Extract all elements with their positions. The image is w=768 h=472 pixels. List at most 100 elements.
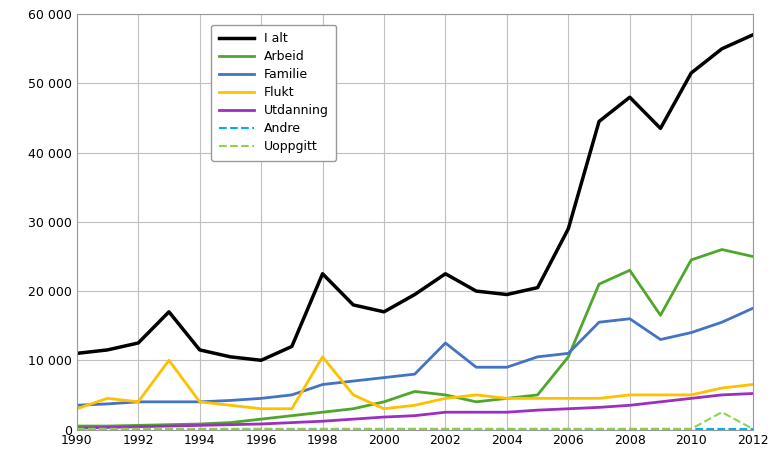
Flukt (226, 403, 235, 408)
Arbeid (226, 420, 235, 425)
I alt (656, 126, 665, 131)
Familie (226, 397, 235, 403)
Andre (318, 426, 327, 432)
Uoppgitt (625, 426, 634, 432)
Flukt (72, 406, 81, 412)
Uoppgitt (410, 426, 419, 432)
Utdanning (349, 416, 358, 422)
Utdanning (533, 407, 542, 413)
Uoppgitt (656, 426, 665, 432)
Familie (287, 392, 296, 398)
Familie (533, 354, 542, 360)
Familie (564, 351, 573, 356)
I alt (318, 271, 327, 277)
Utdanning (656, 399, 665, 405)
Uoppgitt (257, 426, 266, 432)
Andre (441, 426, 450, 432)
Flukt (195, 399, 204, 405)
Uoppgitt (195, 426, 204, 432)
Andre (287, 426, 296, 432)
Uoppgitt (502, 426, 511, 432)
Arbeid (594, 281, 604, 287)
Uoppgitt (103, 426, 112, 432)
Andre (134, 426, 143, 432)
Arbeid (103, 423, 112, 429)
Familie (134, 399, 143, 405)
Familie (72, 403, 81, 408)
Line: Uoppgitt: Uoppgitt (77, 412, 753, 429)
Arbeid (656, 312, 665, 318)
Andre (656, 426, 665, 432)
I alt (441, 271, 450, 277)
Uoppgitt (472, 426, 481, 432)
Arbeid (164, 422, 174, 428)
Familie (379, 375, 389, 380)
Arbeid (410, 388, 419, 394)
Utdanning (379, 414, 389, 420)
Flukt (134, 399, 143, 405)
Arbeid (502, 396, 511, 401)
Familie (748, 305, 757, 311)
Flukt (257, 406, 266, 412)
I alt (164, 309, 174, 315)
Familie (318, 382, 327, 388)
I alt (687, 70, 696, 76)
Utdanning (164, 423, 174, 429)
Flukt (164, 357, 174, 363)
Flukt (103, 396, 112, 401)
Uoppgitt (441, 426, 450, 432)
Andre (717, 426, 727, 432)
Line: Utdanning: Utdanning (77, 394, 753, 428)
I alt (287, 344, 296, 349)
Familie (257, 396, 266, 401)
Uoppgitt (318, 426, 327, 432)
Utdanning (257, 421, 266, 427)
I alt (748, 32, 757, 38)
Uoppgitt (164, 426, 174, 432)
Uoppgitt (748, 426, 757, 432)
Utdanning (287, 420, 296, 425)
Andre (349, 426, 358, 432)
Line: Arbeid: Arbeid (77, 250, 753, 426)
Flukt (349, 392, 358, 398)
Flukt (717, 385, 727, 391)
Uoppgitt (349, 426, 358, 432)
Uoppgitt (594, 426, 604, 432)
Andre (594, 426, 604, 432)
Arbeid (195, 421, 204, 427)
Andre (379, 426, 389, 432)
I alt (134, 340, 143, 346)
I alt (226, 354, 235, 360)
Arbeid (287, 413, 296, 419)
Flukt (287, 406, 296, 412)
I alt (472, 288, 481, 294)
I alt (410, 292, 419, 297)
Familie (656, 337, 665, 342)
Uoppgitt (134, 426, 143, 432)
I alt (533, 285, 542, 290)
Arbeid (441, 392, 450, 398)
Arbeid (379, 399, 389, 405)
Flukt (687, 392, 696, 398)
I alt (72, 351, 81, 356)
Familie (594, 320, 604, 325)
Uoppgitt (226, 426, 235, 432)
Line: Flukt: Flukt (77, 357, 753, 409)
Utdanning (410, 413, 419, 419)
I alt (379, 309, 389, 315)
Utdanning (717, 392, 727, 398)
Utdanning (625, 403, 634, 408)
Familie (410, 371, 419, 377)
I alt (502, 292, 511, 297)
Uoppgitt (564, 426, 573, 432)
Familie (164, 399, 174, 405)
Utdanning (134, 424, 143, 430)
Flukt (594, 396, 604, 401)
Flukt (748, 382, 757, 388)
Familie (103, 401, 112, 407)
Legend: I alt, Arbeid, Familie, Flukt, Utdanning, Andre, Uoppgitt: I alt, Arbeid, Familie, Flukt, Utdanning… (211, 25, 336, 160)
Uoppgitt (379, 426, 389, 432)
Flukt (625, 392, 634, 398)
Flukt (656, 392, 665, 398)
Familie (472, 364, 481, 370)
